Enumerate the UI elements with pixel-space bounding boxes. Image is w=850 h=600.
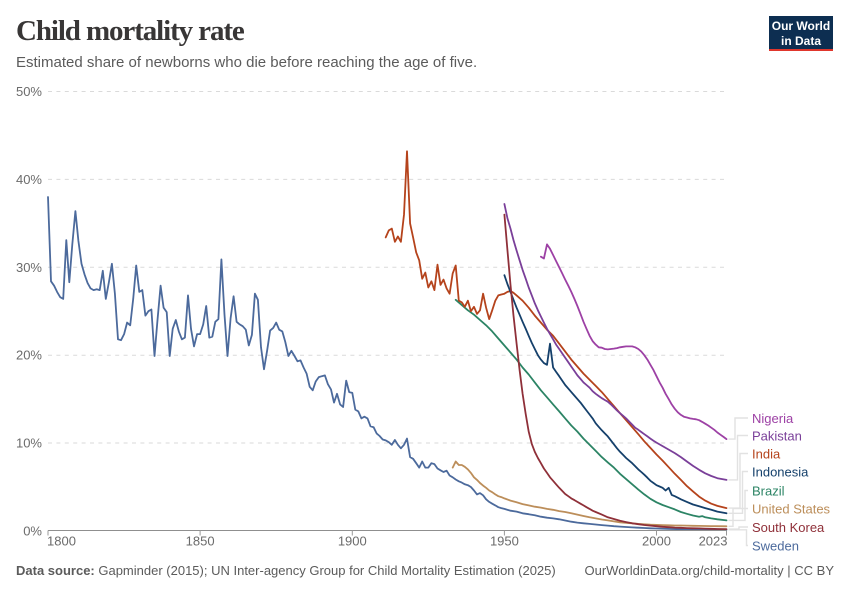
svg-text:40%: 40% bbox=[16, 172, 42, 187]
svg-text:Indonesia: Indonesia bbox=[752, 465, 809, 480]
svg-text:Nigeria: Nigeria bbox=[752, 411, 794, 426]
svg-text:20%: 20% bbox=[16, 348, 42, 363]
svg-text:2000: 2000 bbox=[642, 534, 671, 549]
svg-text:0%: 0% bbox=[23, 523, 42, 538]
svg-text:South Korea: South Korea bbox=[752, 520, 825, 535]
svg-text:10%: 10% bbox=[16, 436, 42, 451]
svg-text:Pakistan: Pakistan bbox=[752, 429, 802, 444]
svg-text:30%: 30% bbox=[16, 260, 42, 275]
svg-text:Brazil: Brazil bbox=[752, 484, 785, 499]
svg-text:1850: 1850 bbox=[186, 534, 215, 549]
svg-text:2023: 2023 bbox=[699, 534, 728, 549]
svg-text:1800: 1800 bbox=[47, 534, 76, 549]
svg-text:50%: 50% bbox=[16, 84, 42, 99]
svg-text:1900: 1900 bbox=[338, 534, 367, 549]
svg-text:United States: United States bbox=[752, 502, 831, 517]
svg-text:1950: 1950 bbox=[490, 534, 519, 549]
svg-text:India: India bbox=[752, 447, 781, 462]
svg-text:Sweden: Sweden bbox=[752, 539, 799, 554]
